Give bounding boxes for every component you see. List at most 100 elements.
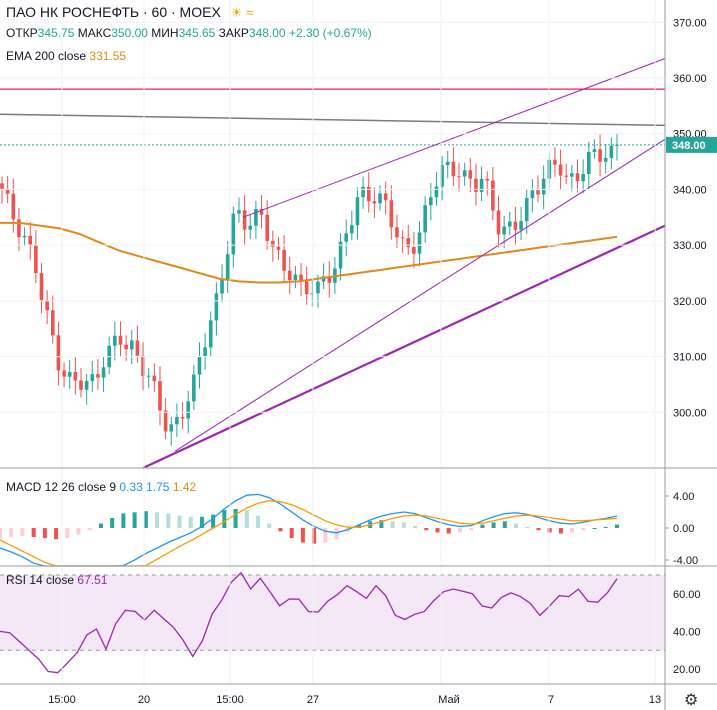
candle-body — [271, 240, 275, 247]
macd-histogram-bar — [177, 515, 182, 528]
rsi-value: 67.51 — [77, 573, 108, 587]
candle-body — [327, 276, 332, 283]
candle-body — [208, 320, 213, 348]
low-value: 345.65 — [178, 26, 216, 40]
wave-icon[interactable]: ≈ — [246, 5, 254, 20]
candle-body — [28, 235, 33, 245]
macd-label: MACD 12 26 close 9 — [6, 480, 117, 494]
candle-body — [496, 210, 501, 235]
macd-histogram-bar — [0, 528, 2, 540]
close-label: ЗАКР — [218, 26, 249, 40]
candle-body — [586, 152, 591, 174]
settings-gear-icon[interactable]: ⚙ — [684, 692, 699, 709]
rsi-pane[interactable] — [0, 571, 665, 674]
macd-legend[interactable]: MACD 12 26 close 9 0.33 1.75 1.42 — [6, 480, 196, 494]
close-value: 348.00 — [248, 26, 286, 40]
macd-histogram-bar — [615, 524, 619, 528]
candle-body — [90, 374, 95, 382]
last-price-label: 348.00 — [672, 140, 706, 152]
macd-histogram-bar — [121, 513, 126, 528]
candle-body — [400, 237, 405, 239]
macd-histogram-bar — [31, 528, 36, 537]
candle-body — [101, 367, 106, 378]
candle-body — [434, 186, 439, 198]
sun-icon[interactable]: ☀ — [230, 5, 243, 20]
macd-histogram-bar — [87, 528, 92, 531]
candle-body — [350, 225, 354, 234]
ema-legend[interactable]: EMA 200 close 331.55 — [6, 49, 126, 63]
macd-histogram-bar — [256, 515, 261, 528]
candle-body — [366, 186, 371, 202]
candle-body — [423, 205, 427, 233]
macd-value-2: 1.75 — [146, 480, 170, 494]
candle-body — [39, 273, 44, 301]
candle-body — [293, 274, 298, 281]
candle-body — [231, 213, 236, 255]
candle-body — [530, 190, 535, 199]
ohlc-legend: ОТКР345.75 МАКС350.00 МИН345.65 ЗАКР348.… — [6, 26, 372, 40]
candle-body — [558, 164, 563, 176]
macd-histogram-bar — [413, 525, 418, 528]
candle-body — [338, 241, 343, 269]
candle-body — [197, 356, 202, 375]
macd-histogram-bar — [502, 521, 507, 528]
macd-pane[interactable] — [0, 493, 619, 567]
open-label: ОТКР — [6, 26, 38, 40]
rsi-legend[interactable]: RSI 14 close 67.51 — [6, 573, 107, 587]
macd-histogram-bar — [446, 528, 451, 534]
candle-body — [287, 270, 292, 281]
candle-body — [254, 208, 258, 226]
macd-histogram-bar — [334, 528, 339, 540]
macd-histogram-bar — [312, 528, 317, 544]
symbol-title[interactable]: ПАО НК РОСНЕФТЬ · 60 · MOEX ☀ ≈ — [6, 4, 253, 21]
candle-body — [186, 401, 190, 419]
candle-body — [479, 178, 484, 192]
macd-histogram-bar — [199, 516, 204, 528]
macd-tick-label: -4.00 — [673, 555, 698, 567]
candle-body — [361, 186, 365, 198]
candle-body — [276, 246, 281, 250]
macd-histogram-bar — [401, 522, 406, 528]
candle-body — [457, 176, 461, 178]
candle-body — [406, 238, 411, 248]
candle-body — [378, 193, 382, 204]
macd-histogram-bar — [42, 528, 47, 539]
candle-body — [220, 279, 224, 294]
channel-upper-line — [242, 58, 666, 218]
candle-body — [474, 178, 478, 192]
candle-body — [79, 380, 83, 390]
low-label: МИН — [151, 26, 179, 40]
x-tick-label: 15:00 — [48, 694, 76, 706]
candle-body — [225, 254, 230, 280]
candle-body — [344, 233, 348, 242]
candle-body — [316, 281, 320, 294]
candle-body — [242, 210, 247, 230]
x-tick-label: 15:00 — [216, 694, 244, 706]
symbol-title-text: ПАО НК РОСНЕФТЬ · 60 · MOEX — [6, 4, 221, 20]
ema200-line — [0, 221, 618, 284]
candle-body — [372, 201, 377, 204]
macd-histogram-bar — [514, 523, 519, 528]
candle-body — [598, 149, 602, 162]
candle-body — [553, 159, 557, 165]
macd-histogram-bar — [143, 511, 148, 528]
candle-body — [321, 276, 326, 282]
ema-value: 331.55 — [89, 49, 127, 63]
candle-body — [118, 335, 123, 345]
macd-histogram-bar — [65, 528, 70, 539]
candle-body — [158, 381, 162, 411]
x-tick-label: 7 — [548, 694, 554, 706]
macd-histogram-bar — [435, 528, 440, 533]
candle-body — [304, 281, 309, 295]
macd-histogram-bar — [323, 528, 328, 543]
candle-body — [259, 208, 264, 215]
candle-body — [152, 375, 157, 382]
ema-label: EMA 200 close — [6, 49, 87, 63]
candle-body — [17, 219, 21, 238]
macd-tick-label: 0.00 — [673, 523, 694, 535]
price-pane[interactable] — [0, 58, 666, 469]
candle-body — [62, 370, 66, 377]
macd-histogram-bar — [547, 528, 552, 533]
